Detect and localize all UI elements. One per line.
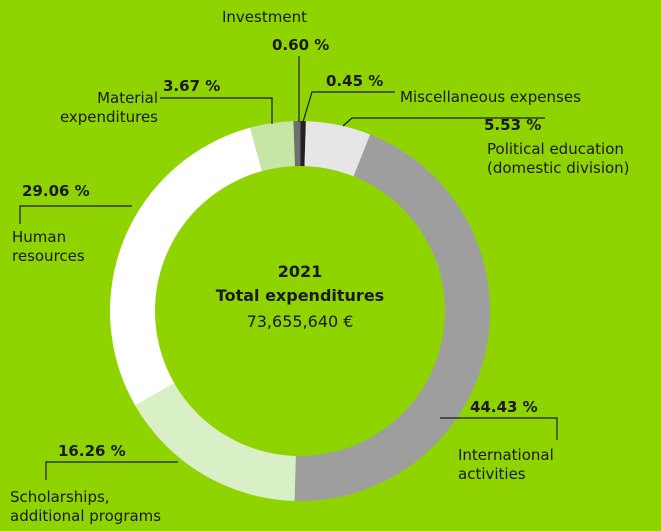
- donut-segment: [135, 383, 296, 501]
- leader-line: [342, 117, 545, 127]
- value-label: 44.43 %: [470, 398, 538, 416]
- value-label: 29.06 %: [22, 182, 90, 200]
- value-label: 5.53 %: [484, 116, 542, 134]
- donut-segment: [294, 134, 490, 501]
- category-label: International activities: [458, 446, 554, 483]
- donut-segment: [250, 121, 295, 172]
- value-label: 3.67 %: [163, 77, 221, 95]
- category-label: Political education (domestic division): [487, 140, 630, 177]
- value-label: 0.45 %: [326, 72, 384, 90]
- donut: [110, 121, 490, 501]
- donut-segment: [110, 127, 262, 406]
- category-label: Miscellaneous expenses: [400, 88, 581, 106]
- donut-segment: [300, 121, 306, 167]
- category-label: Investment: [222, 8, 307, 26]
- center-value: 73,655,640 €: [246, 312, 354, 331]
- leader-line: [19, 205, 132, 224]
- category-label: Scholarships, additional programs: [10, 488, 162, 525]
- value-label: 16.26 %: [58, 442, 126, 460]
- leader-lines: [19, 56, 558, 480]
- center-subtitle: Total expenditures: [215, 286, 385, 305]
- leader-line: [45, 461, 178, 480]
- donut-segment: [293, 121, 301, 167]
- category-label: Human resources: [12, 228, 85, 265]
- category-label: Material expenditures: [59, 89, 158, 126]
- value-label: 0.60 %: [272, 36, 330, 54]
- leader-line: [302, 91, 395, 123]
- leader-line: [440, 417, 558, 440]
- donut-segment: [304, 121, 371, 177]
- center-title: 2021: [277, 262, 323, 281]
- leader-line: [160, 97, 273, 124]
